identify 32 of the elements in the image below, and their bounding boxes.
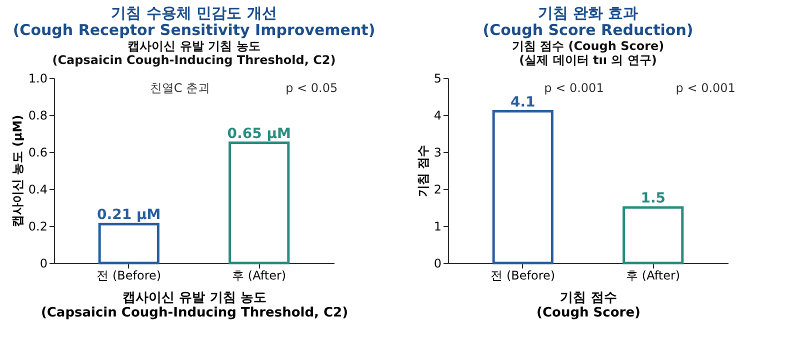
y-tick-label: 1 <box>434 220 442 234</box>
x-tick-label: 후 (After) <box>232 268 286 282</box>
chart-title: 기침 수용체 민감도 개선 (Cough Receptor Sensitivity Improvement) <box>12 4 376 39</box>
data-label: 1.5 <box>640 190 666 206</box>
y-tick-label: 3 <box>434 146 442 160</box>
y-tick-label: 4 <box>434 108 442 122</box>
x-axis-title: 캡사이신 유발 기침 농도 (Capsaicin Cough-Inducing Threshold, C2) <box>40 290 348 320</box>
x-tick-label: 전 (Before) <box>490 268 556 282</box>
x-tick-label: 후 (After) <box>626 268 680 282</box>
annotation: p < 0.05 <box>286 81 338 95</box>
chart-subtitle: 캡사이신 유발 기침 농도 (Capsaicin Cough-Inducing Threshold, C2) <box>52 39 336 67</box>
y-tick-label: 0.8 <box>28 108 48 122</box>
chart-title: 기침 완화 효과 (Cough Score Reduction) <box>482 4 694 39</box>
y-axis-title: 기침 점수 <box>416 144 430 198</box>
y-tick-label: 1.0 <box>28 72 48 86</box>
y-axis-title: 캡사이신 농도 (μM) <box>10 114 24 228</box>
annotation: p < 0.001 <box>544 81 604 95</box>
data-label: 0.65 μM <box>227 126 291 142</box>
y-tick-label: 0.6 <box>28 146 48 160</box>
y-tick-label: 2 <box>434 182 442 196</box>
chart-subtitle: 기침 점수 (Cough Score) (실제 데이터 tıı 의 연구) <box>512 39 664 67</box>
data-label: 4.1 <box>510 94 536 110</box>
y-tick-label: 0.4 <box>28 182 48 196</box>
y-tick-label: 0 <box>434 256 442 270</box>
annotation: 친열C 춘괴 <box>150 81 210 95</box>
y-tick-label: 0.2 <box>28 220 48 234</box>
data-label: 0.21 μM <box>97 207 161 224</box>
y-tick-label: 5 <box>434 72 442 86</box>
x-tick-label: 전 (Before) <box>96 268 162 282</box>
y-tick-label: 0 <box>40 256 48 270</box>
annotation: p < 0.001 <box>676 81 736 95</box>
x-axis-title: 기침 점수 (Cough Score) <box>536 290 640 320</box>
